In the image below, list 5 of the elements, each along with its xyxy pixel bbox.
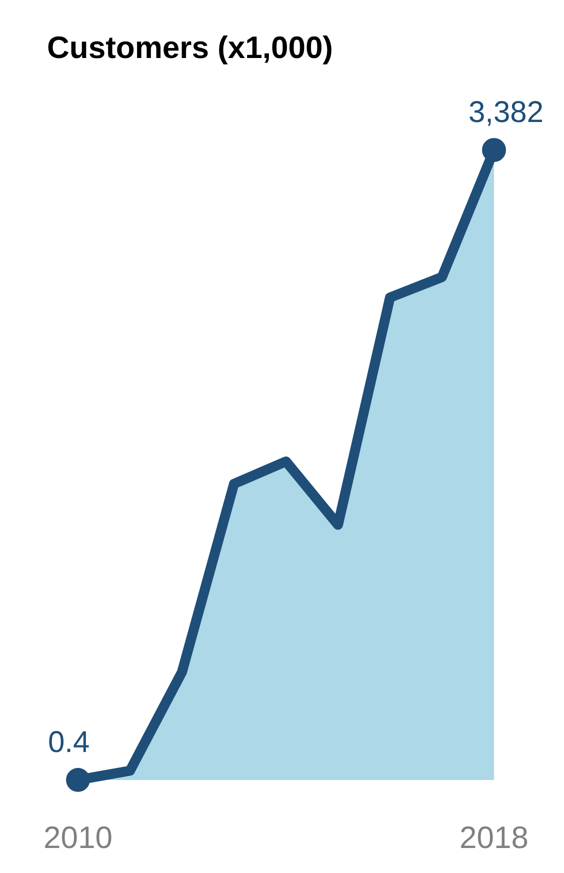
- x-tick-label: 2018: [460, 820, 528, 855]
- data-label: 0.4: [48, 726, 90, 759]
- x-tick-label: 2010: [44, 820, 112, 855]
- chart-title: Customers (x1,000): [47, 30, 334, 65]
- data-label: 3,382: [468, 96, 544, 129]
